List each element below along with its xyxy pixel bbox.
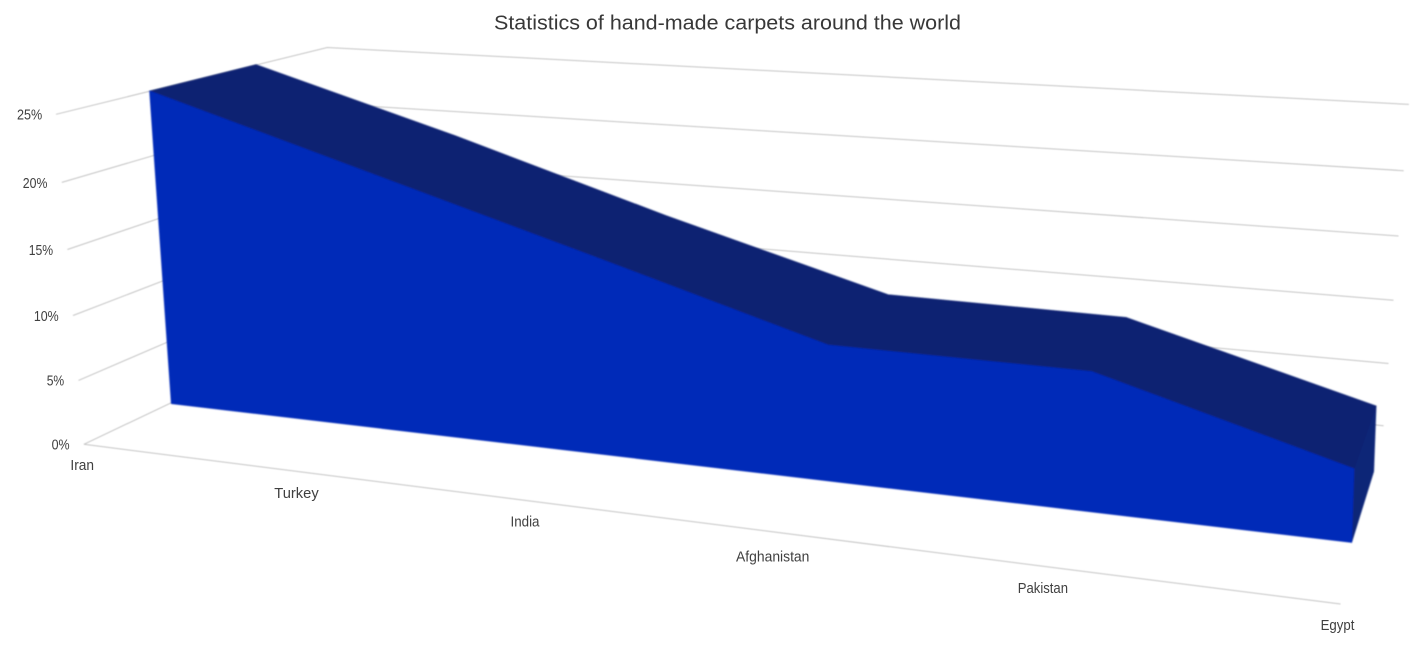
svg-text:Pakistan: Pakistan [1018, 581, 1068, 597]
svg-text:25%: 25% [17, 107, 42, 123]
svg-text:20%: 20% [23, 176, 48, 192]
svg-text:India: India [511, 514, 540, 530]
svg-text:15%: 15% [29, 243, 54, 259]
svg-text:5%: 5% [47, 374, 65, 390]
svg-text:Iran: Iran [70, 458, 94, 474]
svg-text:0%: 0% [52, 438, 70, 454]
svg-text:Turkey: Turkey [274, 486, 319, 502]
svg-text:Afghanistan: Afghanistan [736, 549, 809, 565]
svg-text:10%: 10% [34, 309, 59, 325]
svg-text:Statistics of hand-made carpet: Statistics of hand-made carpets around t… [494, 12, 961, 34]
svg-text:Egypt: Egypt [1321, 618, 1355, 634]
